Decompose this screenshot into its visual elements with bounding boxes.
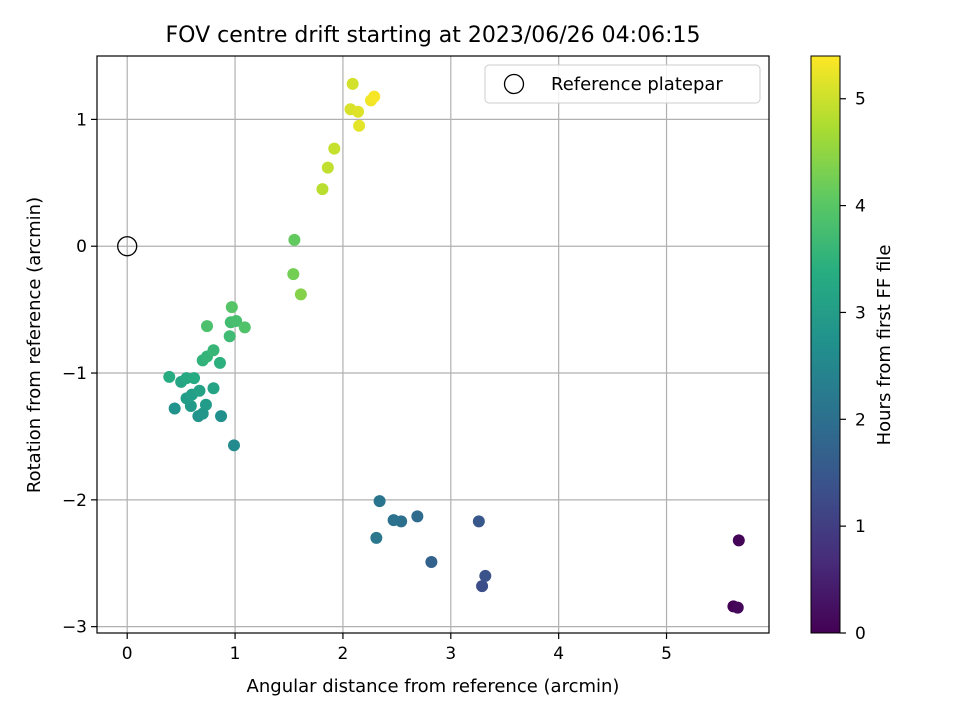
x-tick-label: 5 <box>661 644 672 664</box>
scatter-point <box>207 344 220 357</box>
x-tick-label: 3 <box>445 644 456 664</box>
scatter-point <box>168 402 181 415</box>
scatter-point <box>213 356 226 369</box>
scatter-point <box>731 601 744 614</box>
scatter-point <box>316 183 329 196</box>
data-points <box>163 77 745 614</box>
y-tick-label: −2 <box>62 491 87 511</box>
x-tick-label: 2 <box>338 644 349 664</box>
scatter-point <box>346 77 359 90</box>
colorbar-ticks: 0 1 2 3 4 5 <box>840 90 866 644</box>
scatter-point <box>479 569 492 582</box>
y-tick-label: −1 <box>62 364 87 384</box>
scatter-point <box>368 90 381 103</box>
x-axis-ticks: 0 1 2 3 4 5 <box>122 633 672 664</box>
scatter-point <box>230 315 243 328</box>
legend-box <box>484 64 761 104</box>
scatter-point <box>352 105 365 118</box>
scatter-point <box>328 142 341 155</box>
scatter-point <box>370 531 383 544</box>
colorbar-tick-label: 3 <box>855 303 866 323</box>
scatter-point <box>425 555 438 568</box>
scatter-point <box>472 515 485 528</box>
y-tick-label: 0 <box>76 237 87 257</box>
scatter-point <box>288 233 301 246</box>
colorbar: 0 1 2 3 4 5 Hours from first FF file <box>810 55 895 644</box>
scatter-point <box>225 301 238 314</box>
legend-label: Reference platepar <box>551 74 723 95</box>
scatter-point <box>387 514 400 527</box>
x-tick-label: 4 <box>553 644 564 664</box>
scatter-point <box>201 320 214 333</box>
scatter-point <box>287 268 300 281</box>
colorbar-tick-label: 5 <box>855 90 866 110</box>
x-axis-label: Angular distance from reference (arcmin) <box>247 676 620 697</box>
scatter-point <box>373 495 386 508</box>
scatter-point <box>188 372 201 385</box>
colorbar-tick-label: 1 <box>855 517 866 537</box>
plot-area: 0 1 2 3 4 5 −3 −2 −1 0 1 <box>62 55 770 664</box>
y-tick-label: 1 <box>76 110 87 130</box>
scatter-point <box>163 370 176 383</box>
scatter-point <box>411 510 424 523</box>
reference-point <box>117 236 138 257</box>
x-tick-label: 0 <box>122 644 133 664</box>
scatter-point <box>193 384 206 397</box>
colorbar-label: Hours from first FF file <box>874 245 895 446</box>
y-axis-ticks: −3 −2 −1 0 1 <box>62 110 97 638</box>
plot-frame <box>96 55 770 634</box>
scatter-point <box>321 161 334 174</box>
scatter-point <box>476 580 489 593</box>
reference-marker <box>117 236 138 257</box>
scatter-point <box>238 321 251 334</box>
x-tick-label: 1 <box>230 644 241 664</box>
legend-open-circle-marker <box>503 73 525 95</box>
colorbar-tick-label: 2 <box>855 410 866 430</box>
scatter-point <box>353 119 366 132</box>
scatter-point <box>199 398 212 411</box>
colorbar-tick-label: 0 <box>855 624 866 644</box>
colorbar-gradient <box>810 55 841 634</box>
scatter-point <box>223 330 236 343</box>
chart-title: FOV centre drift starting at 2023/06/26 … <box>166 23 701 48</box>
y-tick-label: −3 <box>62 618 87 638</box>
colorbar-tick-label: 4 <box>855 197 866 217</box>
scatter-point <box>227 439 240 452</box>
grid <box>97 56 769 633</box>
scatter-point <box>294 288 307 301</box>
y-axis-label: Rotation from reference (arcmin) <box>24 197 45 493</box>
legend: Reference platepar <box>484 64 761 104</box>
scatter-point <box>215 410 228 423</box>
scatter-point <box>732 534 745 547</box>
scatter-point <box>207 382 220 395</box>
